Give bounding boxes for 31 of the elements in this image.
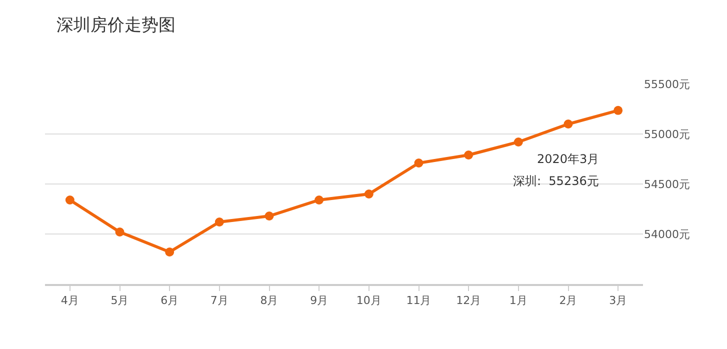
point	[214, 218, 224, 226]
x-tick-label: 10月	[356, 294, 382, 308]
x-tick-label: 7月	[210, 294, 228, 308]
annotation: 深圳: 55236元	[513, 174, 599, 188]
x-tick-label: 6月	[160, 294, 179, 308]
point	[464, 150, 474, 160]
point	[314, 196, 324, 204]
point	[614, 106, 623, 115]
point	[414, 158, 424, 168]
x-tick-label: 11月	[406, 294, 432, 308]
point	[364, 190, 374, 198]
x-tick-label: 5月	[110, 294, 129, 308]
annotation: 2020年3月	[537, 152, 600, 166]
y-tick-label: 54000元	[644, 228, 690, 241]
x-tick-label: 2月	[559, 294, 578, 308]
x-tick-label: 3月	[609, 294, 628, 308]
x-tick-label: 12月	[456, 294, 482, 308]
point	[264, 212, 274, 220]
x-tick-label: 1月	[509, 294, 528, 308]
x-tick-label: 4月	[60, 294, 79, 308]
x-tick-label: 9月	[310, 294, 328, 308]
point	[564, 120, 573, 128]
y-tick-label: 55000元	[644, 128, 690, 141]
chart-title: 深圳房价走势图	[56, 15, 176, 36]
point	[514, 138, 523, 146]
point	[65, 196, 74, 204]
point	[115, 228, 124, 236]
y-tick-label: 54500元	[644, 178, 690, 191]
x-tick-label: 8月	[260, 294, 278, 308]
point	[165, 248, 174, 256]
y-tick-label: 55500元	[644, 78, 690, 91]
